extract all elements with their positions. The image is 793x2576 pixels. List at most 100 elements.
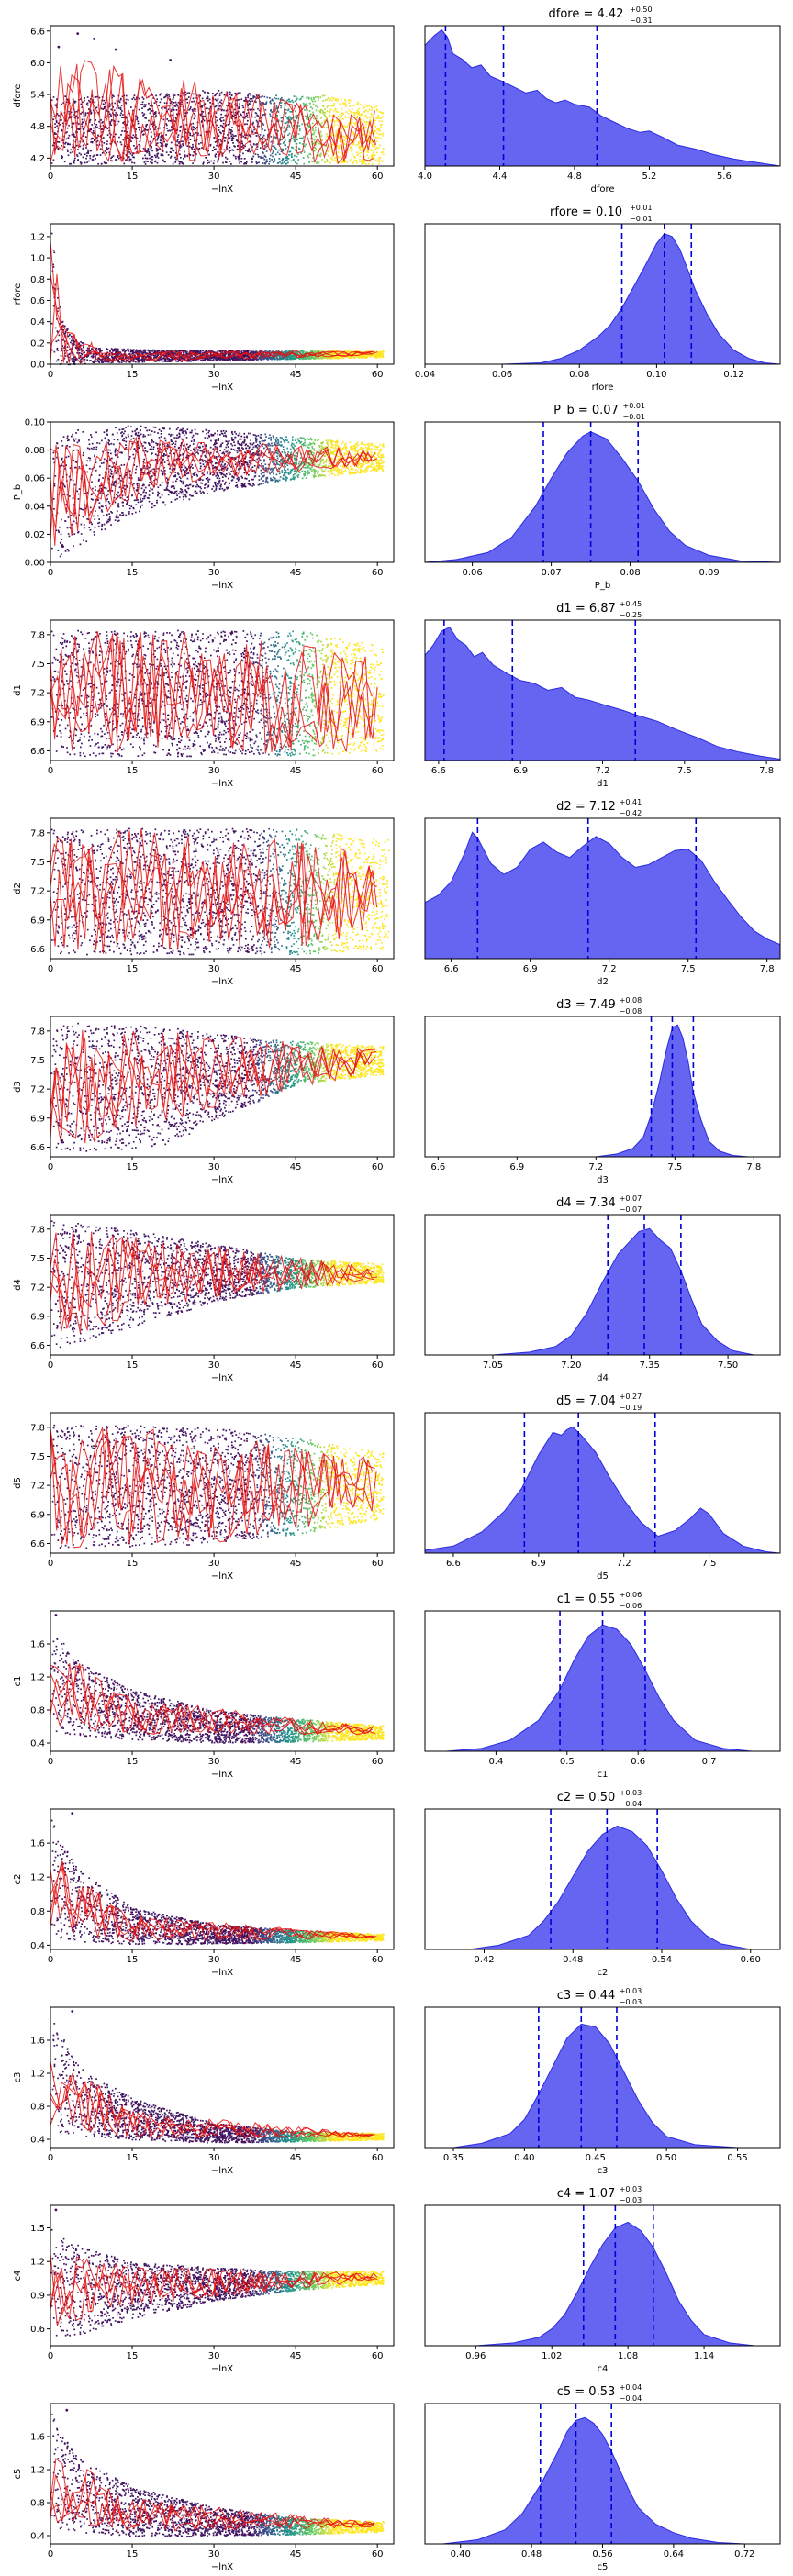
posterior-title-upper-error: +0.04 [620,2383,642,2392]
posterior-x-tick-label: 0.72 [734,2549,754,2559]
posterior-title-upper-error: +0.03 [620,1987,642,1995]
trace-y-tick-label: 1.6 [30,1839,45,1849]
trace-x-tick-label: 30 [208,2153,220,2163]
posterior-density-area [442,2417,744,2544]
posterior-x-tick-label: 7.5 [667,1162,682,1172]
trace-x-tick-label: 15 [127,1360,139,1371]
trace-x-tick-label: 0 [48,2351,53,2361]
trace-y-axis-label: d1 [13,684,23,696]
trace-outlier-point [76,32,79,35]
trace-red-line [50,1435,375,1543]
trace-y-tick-label: 0.00 [25,559,45,569]
trace-red-line [50,2061,375,2137]
trace-y-tick-label: 0.06 [25,474,45,484]
trace-axes-frame [50,224,394,364]
trace-y-tick-label: 0.9 [30,2291,45,2301]
posterior-x-tick-label: 4.8 [567,172,582,182]
trace-y-tick-label: 6.6 [30,27,45,37]
trace-x-tick-label: 30 [208,568,220,578]
trace-scatter-c1 [50,1614,385,1744]
trace-x-tick-label: 30 [208,1757,220,1767]
trace-y-tick-label: 4.2 [30,154,45,164]
trace-x-tick-label: 15 [127,568,139,578]
trace-x-tick-label: 0 [48,1559,53,1569]
trace-x-tick-label: 45 [290,1757,302,1767]
trace-x-tick-label: 0 [48,1757,53,1767]
trace-y-tick-label: 7.5 [30,660,45,670]
posterior-x-tick-label: 0.04 [415,370,435,380]
trace-y-tick-label: 0.8 [30,1706,45,1716]
trace-outlier-point [65,2409,68,2412]
posterior-x-tick-label: 6.9 [531,1559,546,1569]
posterior-density-area [425,432,780,562]
trace-x-tick-label: 15 [127,2153,139,2163]
posterior-density-area [502,234,780,364]
posterior-x-tick-label: 7.5 [681,964,696,974]
trace-x-tick-label: 60 [372,1360,384,1371]
trace-x-tick-label: 45 [290,766,302,776]
posterior-x-axis-label: d3 [597,1175,609,1185]
posterior-x-tick-label: 7.5 [677,766,692,776]
trace-y-axis-label: c4 [13,2271,23,2282]
trace-y-axis-label: P_b [13,484,23,500]
trace-x-tick-label: 15 [127,2549,139,2559]
trace-y-tick-label: 0.6 [30,296,45,306]
trace-y-tick-label: 0.04 [25,502,45,512]
trace-x-tick-label: 0 [48,1955,53,1965]
posterior-x-axis-label: d1 [597,779,609,789]
posterior-x-tick-label: 0.42 [474,1955,494,1965]
trace-x-tick-label: 45 [290,2549,302,2559]
trace-x-tick-label: 60 [372,568,384,578]
trace-x-tick-label: 30 [208,2351,220,2361]
posterior-title-upper-error: +0.45 [620,600,642,608]
trace-y-tick-label: 0.4 [30,1739,45,1749]
posterior-title-main: rfore = 0.10 [550,205,622,219]
trace-y-tick-label: 6.9 [30,717,45,727]
trace-red-line [50,838,377,946]
posterior-x-tick-label: 0.55 [727,2153,747,2163]
trace-y-tick-label: 1.0 [30,254,45,264]
posterior-density-area [425,30,780,166]
posterior-x-axis-label: P_b [595,581,610,591]
posterior-x-tick-label: 5.6 [717,172,732,182]
posterior-x-tick-label: 0.35 [443,2153,464,2163]
posterior-x-tick-label: 7.2 [596,766,610,776]
posterior-title-main: c5 = 0.53 [557,2385,616,2399]
posterior-x-tick-label: 6.9 [509,1162,524,1172]
trace-x-tick-label: 15 [127,172,139,182]
trace-y-tick-label: 0.6 [30,2325,45,2335]
trace-x-tick-label: 45 [290,1559,302,1569]
posterior-title-main: c3 = 0.44 [557,1989,616,2003]
posterior-x-tick-label: 7.35 [640,1360,660,1371]
trace-outlier-point [58,46,61,49]
trace-x-tick-label: 15 [127,1559,139,1569]
trace-y-tick-label: 7.2 [30,689,45,699]
trace-y-tick-label: 7.2 [30,1283,45,1294]
trace-y-tick-label: 7.8 [30,1225,45,1235]
posterior-x-tick-label: 1.02 [542,2351,562,2361]
posterior-x-tick-label: 7.2 [617,1559,631,1569]
trace-y-tick-label: 6.6 [30,747,45,757]
trace-x-tick-label: 15 [127,766,139,776]
trace-y-tick-label: 1.2 [30,1673,45,1683]
posterior-title: c2 = 0.50 [557,1791,616,1804]
posterior-title: d3 = 7.49 [556,998,616,1012]
posterior-x-tick-label: 6.9 [513,766,528,776]
posterior-title-upper-error: +0.41 [620,798,642,806]
trace-y-tick-label: 0.02 [25,530,45,540]
trace-x-axis-label: −lnX [211,1968,233,1978]
posterior-x-tick-label: 5.2 [642,172,656,182]
posterior-title-lower-error: −0.01 [623,413,646,421]
posterior-density-area [493,1228,754,1355]
trace-x-tick-label: 60 [372,1955,384,1965]
posterior-title-upper-error: +0.03 [620,1789,642,1797]
trace-outlier-point [71,1812,73,1815]
trace-y-axis-label: d4 [13,1279,23,1291]
trace-scatter-dfore [50,32,385,164]
trace-y-axis-label: d2 [13,883,23,894]
